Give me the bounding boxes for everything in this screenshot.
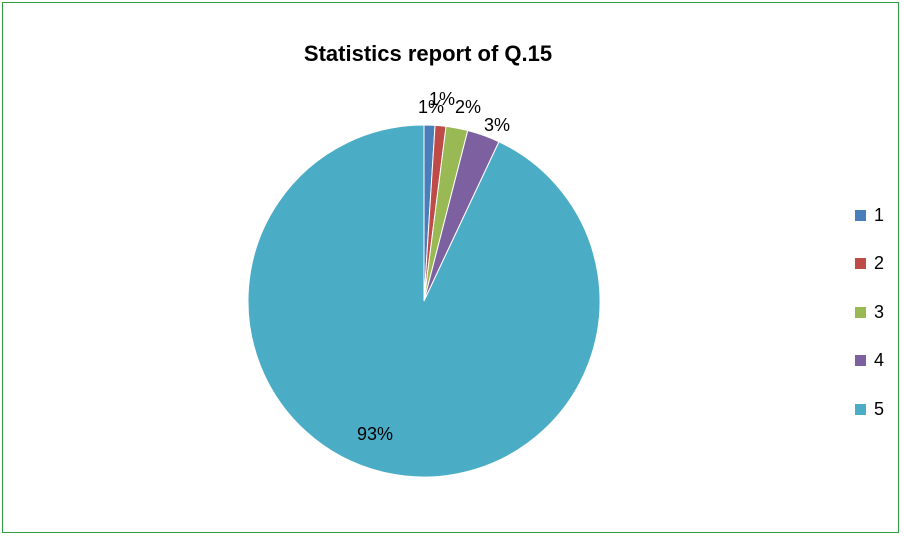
legend-label: 4	[874, 350, 885, 370]
legend-swatch	[855, 306, 866, 318]
slice-label-3: 2%	[455, 97, 481, 117]
slice-label-4: 3%	[484, 115, 510, 135]
legend-label: 3	[874, 301, 885, 322]
legend-swatch	[855, 258, 866, 269]
slice-label-5: 93%	[357, 424, 393, 444]
legend-label: 2	[874, 253, 885, 273]
legend-label: 1	[874, 204, 885, 225]
pie-slice-5	[247, 124, 601, 478]
pie-chart: 1%1% 2%3%93%	[247, 89, 601, 478]
slice-label-1: 1%	[418, 97, 444, 117]
legend-label: 5	[874, 398, 885, 419]
legend-swatch	[855, 355, 866, 366]
slice-label-2: 1%	[429, 89, 455, 109]
legend: 1 2 3 4 5	[855, 203, 884, 446]
legend-item-3: 3	[855, 300, 884, 324]
legend-swatch	[855, 403, 866, 415]
legend-item-1: 1	[855, 203, 884, 227]
chart-title: Statistics report of Q.15	[303, 41, 553, 66]
legend-item-5: 5	[855, 397, 884, 421]
legend-swatch	[855, 209, 866, 221]
legend-item-4: 4	[855, 349, 884, 373]
legend-item-2: 2	[855, 252, 884, 276]
